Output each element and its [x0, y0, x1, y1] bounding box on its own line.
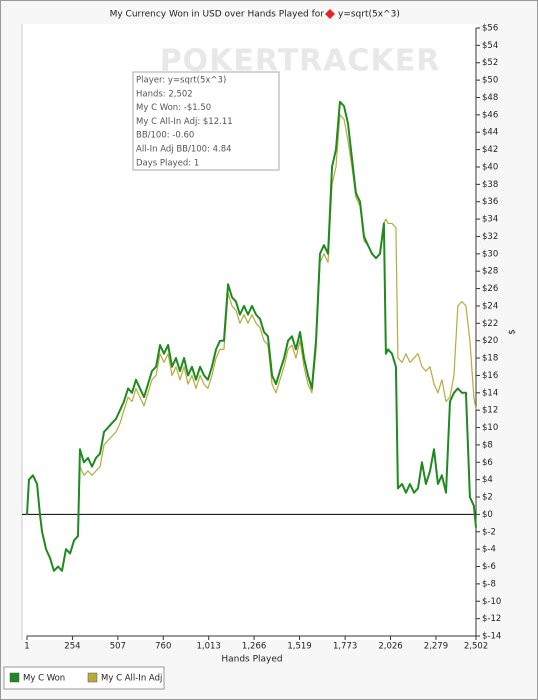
y-tick-label: $-6 [482, 562, 496, 572]
tooltip-line: Days Played: 1 [136, 158, 199, 168]
y-tick-label: $44 [482, 128, 498, 138]
x-tick-label: 1,266 [242, 642, 266, 652]
x-tick-label: 2,502 [464, 642, 488, 652]
tooltip: Player: y=sqrt(5x^3) Hands: 2,502 My C Won… [132, 71, 280, 171]
x-axis-label: Hands Played [221, 655, 282, 665]
series-line [26, 114, 477, 572]
y-tick-label: $28 [482, 267, 498, 277]
y-tick-label: $-8 [482, 579, 496, 589]
y-tick-label: $-4 [482, 545, 496, 555]
legend-swatch [87, 672, 98, 683]
legend-swatch [9, 672, 20, 683]
chart-title-player: y=sqrt(5x^3) [338, 10, 400, 20]
tooltip-line: Hands: 2,502 [136, 89, 193, 99]
x-tick-label: 1,773 [333, 642, 357, 652]
chart-title: My Currency Won in USD over Hands Played… [110, 10, 325, 20]
tooltip-line: Player: y=sqrt(5x^3) [136, 76, 226, 86]
y-tick-label: $38 [482, 180, 498, 190]
x-tick-label: 254 [64, 642, 80, 652]
y-tick-label: $30 [482, 249, 498, 259]
y-tick-label: $12 [482, 406, 498, 416]
x-tick-label: 2,279 [424, 642, 448, 652]
y-tick-label: $-12 [482, 614, 501, 624]
series-line [26, 100, 477, 572]
y-tick-label: $14 [482, 388, 498, 398]
x-tick-label: 760 [155, 642, 171, 652]
legend-label: My C All-In Adj [101, 674, 162, 684]
player-icon [325, 9, 335, 19]
y-tick-label: $18 [482, 354, 498, 364]
y-tick-label: $26 [482, 284, 498, 294]
y-tick-label: $24 [482, 301, 498, 311]
tooltip-line: My C Won: -$1.50 [136, 103, 211, 113]
tooltip-line: All-In Adj BB/100: 4.84 [136, 145, 232, 155]
y-tick-label: $50 [482, 76, 498, 86]
x-tick-label: 507 [110, 642, 126, 652]
y-tick-label: $4 [482, 475, 493, 485]
tooltip-line: My C All-In Adj: $12.11 [136, 117, 233, 127]
y-tick-label: $8 [482, 440, 493, 450]
x-tick-label: 1,013 [197, 642, 221, 652]
y-tick-label: $36 [482, 197, 498, 207]
y-tick-label: $42 [482, 145, 498, 155]
y-tick-label: $40 [482, 162, 498, 172]
y-tick-label: $34 [482, 215, 498, 225]
y-tick-label: $32 [482, 232, 498, 242]
y-tick-label: $-14 [482, 632, 501, 642]
tooltip-box [132, 71, 280, 171]
y-tick-label: $-10 [482, 597, 501, 607]
x-tick-label: 1 [24, 642, 29, 652]
y-axis-label: $ [508, 329, 518, 335]
y-tick-label: $16 [482, 371, 498, 381]
legend-box [3, 666, 165, 690]
x-tick-label: 2,026 [378, 642, 402, 652]
y-tick-label: $22 [482, 319, 498, 329]
y-tick-label: $10 [482, 423, 498, 433]
y-tick-label: $20 [482, 336, 498, 346]
x-tick-label: 1,519 [287, 642, 311, 652]
y-tick-label: $56 [482, 24, 498, 34]
y-tick-label: $6 [482, 458, 493, 468]
tooltip-line: BB/100: -0.60 [136, 131, 194, 141]
y-tick-label: $46 [482, 110, 498, 120]
y-tick-label: $0 [482, 510, 493, 520]
y-tick-label: $-2 [482, 527, 496, 537]
y-tick-label: $54 [482, 41, 498, 51]
y-tick-label: $52 [482, 58, 498, 68]
y-tick-label: $2 [482, 493, 493, 503]
y-tick-label: $48 [482, 93, 498, 103]
legend-label: My C Won [23, 674, 65, 684]
